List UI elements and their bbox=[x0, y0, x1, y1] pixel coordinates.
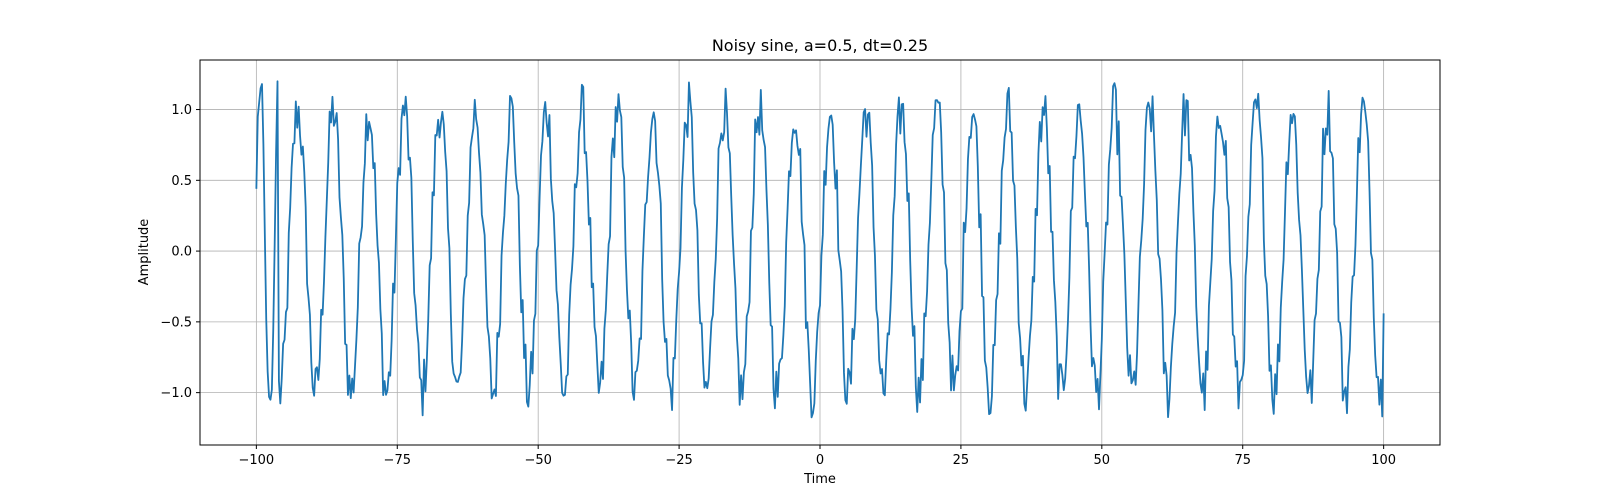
x-tick-label: −50 bbox=[524, 453, 551, 468]
x-axis-label: Time bbox=[803, 472, 836, 487]
y-tick-label: 1.0 bbox=[171, 103, 192, 118]
y-tick-label: −0.5 bbox=[160, 315, 192, 330]
x-tick-label: 50 bbox=[1094, 453, 1111, 468]
x-tick-label: −75 bbox=[384, 453, 411, 468]
y-tick-label: −1.0 bbox=[160, 386, 192, 401]
x-tick-label: 25 bbox=[953, 453, 970, 468]
x-tick-label: −25 bbox=[665, 453, 692, 468]
x-tick-label: 75 bbox=[1234, 453, 1251, 468]
chart-title: Noisy sine, a=0.5, dt=0.25 bbox=[712, 36, 928, 55]
series-line bbox=[255, 80, 1385, 419]
x-tick-label: 0 bbox=[816, 453, 824, 468]
ticks: −100 −75 −50 −25 0 25 50 75 100 −1.0 −0.5 0.0 0.5 1.0 bbox=[160, 103, 1396, 468]
x-tick-label: 100 bbox=[1371, 453, 1396, 468]
y-tick-label: 0.0 bbox=[171, 245, 192, 260]
y-axis-label: Amplitude bbox=[137, 219, 152, 286]
series-layer bbox=[255, 80, 1385, 419]
y-tick-label: 0.5 bbox=[171, 174, 192, 189]
x-tick-label: −100 bbox=[239, 453, 275, 468]
